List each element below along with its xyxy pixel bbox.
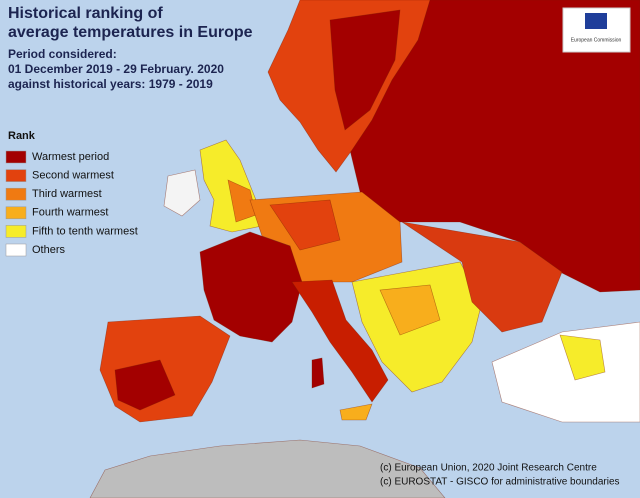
- legend-swatch: [5, 243, 27, 257]
- legend-label: Fifth to tenth warmest: [32, 225, 138, 237]
- period-line: 01 December 2019 - 29 February. 2020: [8, 62, 224, 76]
- legend-label: Third warmest: [32, 188, 102, 200]
- sweden: [329, 9, 401, 131]
- africa: [89, 439, 446, 498]
- legend: Warmest period Second warmest Third warmes…: [5, 150, 138, 257]
- legend-title: Rank: [8, 130, 36, 142]
- logo-text: European Commission: [571, 37, 622, 43]
- legend-swatch: [5, 206, 27, 220]
- title-line: Historical ranking of: [8, 5, 163, 22]
- credit: (c) EUROSTAT - GISCO for administrative …: [380, 477, 620, 488]
- period-line: Period considered:: [8, 47, 117, 61]
- period-line: against historical years: 1979 - 2019: [8, 77, 213, 91]
- ukraine-romania: [401, 221, 563, 333]
- credit: (c) European Union, 2020 Joint Research …: [380, 463, 597, 474]
- legend-label: Others: [32, 244, 66, 256]
- legend-swatch: [5, 169, 27, 182]
- legend-swatch: [5, 187, 27, 201]
- ireland: [163, 169, 201, 217]
- italy: [291, 279, 389, 403]
- turkey: [491, 321, 640, 423]
- sardinia: [311, 357, 325, 389]
- title-line: average temperatures in Europe: [8, 24, 253, 41]
- legend-label: Second warmest: [32, 170, 114, 182]
- turkey-north: [559, 334, 606, 381]
- legend-swatch: [5, 225, 27, 238]
- legend-label: Fourth warmest: [32, 207, 108, 219]
- legend-label: Warmest period: [32, 151, 109, 163]
- sicily: [339, 403, 373, 421]
- central-balkans: [379, 284, 441, 336]
- france: [199, 231, 303, 343]
- map: [89, 0, 640, 498]
- iberia-south: [114, 359, 176, 411]
- eu-flag: [585, 13, 607, 29]
- legend-swatch: [5, 150, 27, 164]
- germany: [269, 199, 341, 251]
